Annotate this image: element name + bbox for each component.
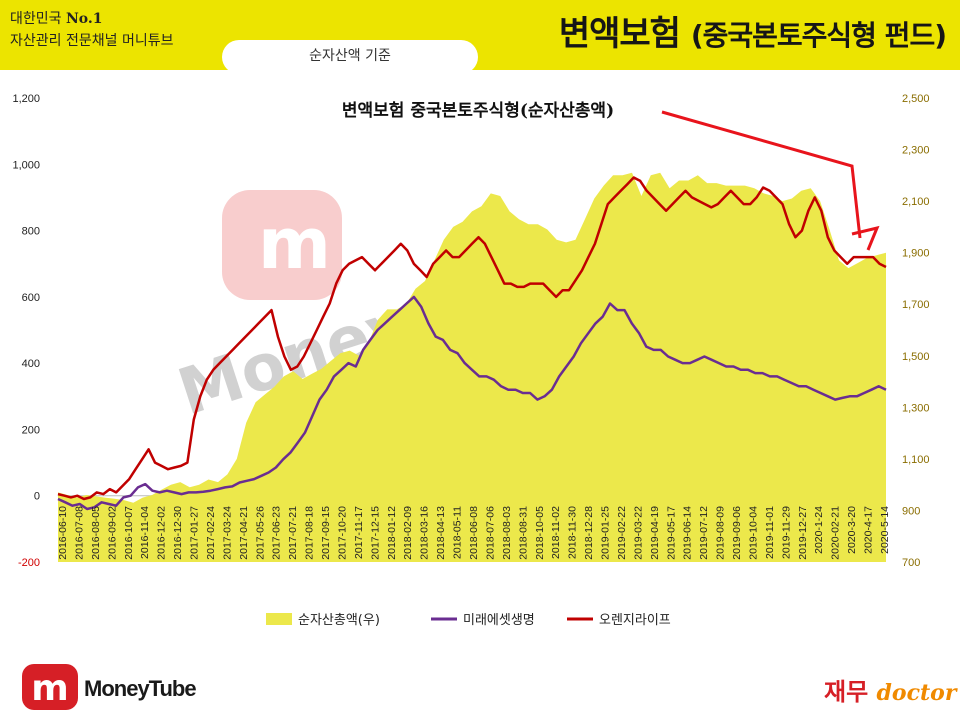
x-tick-label: 2019-11-01 xyxy=(764,506,776,559)
header-band xyxy=(0,0,960,70)
left-tick-label: 0 xyxy=(34,491,40,503)
x-tick-label: 2019-01-25 xyxy=(600,506,612,560)
x-tick-label: 2018-12-28 xyxy=(583,506,595,560)
legend-area-label: 순자산총액(우) xyxy=(298,613,380,628)
x-tick-label: 2016-08-05 xyxy=(90,506,102,560)
x-tick-label: 2019-03-22 xyxy=(632,506,644,560)
x-tick-label: 2016-09-02 xyxy=(106,506,118,560)
x-tick-label: 2018-07-06 xyxy=(484,506,496,560)
x-tick-label: 2017-04-21 xyxy=(238,506,250,560)
x-tick-label: 2017-10-20 xyxy=(337,506,349,560)
x-tick-label: 2018-08-03 xyxy=(501,506,513,560)
x-tick-label: 2017-06-23 xyxy=(271,506,283,560)
x-tick-label: 2019-04-19 xyxy=(649,506,661,560)
x-tick-label: 2018-04-13 xyxy=(435,506,447,560)
left-tick-label: 400 xyxy=(22,358,40,370)
left-tick-label: -200 xyxy=(18,557,40,569)
left-tick-label: 600 xyxy=(22,292,40,304)
x-tick-label: 2017-01-27 xyxy=(189,506,201,560)
basis-label: 순자산액 기준 xyxy=(222,40,478,74)
chart-title: 변액보험 중국본토주식형(순자산총액) xyxy=(342,100,614,121)
x-tick-label: 2019-05-17 xyxy=(665,506,677,560)
x-tick-label: 2018-06-08 xyxy=(468,506,480,560)
svg-text:m: m xyxy=(258,203,331,285)
right-tick-label: 2,100 xyxy=(902,196,930,208)
x-tick-label: 2018-03-16 xyxy=(419,506,431,560)
x-tick-label: 2019-11-29 xyxy=(780,506,792,559)
svg-text:m: m xyxy=(31,668,69,709)
legend: 순자산총액(우) 미래에셋생명 오렌지라이프 xyxy=(266,613,671,628)
x-tick-label: 2017-02-24 xyxy=(205,506,217,560)
series-line-orange xyxy=(57,176,887,501)
x-tick-label: 2020-3-20 xyxy=(846,506,858,554)
legend-area-swatch xyxy=(266,613,292,625)
x-tick-label: 2019-06-14 xyxy=(682,506,694,560)
left-tick-label: 800 xyxy=(22,226,40,238)
x-tick-label: 2017-09-15 xyxy=(320,506,332,560)
x-tick-label: 2016-07-08 xyxy=(73,506,85,560)
x-tick-label: 2018-01-12 xyxy=(386,506,398,560)
left-tick-label: 200 xyxy=(22,424,40,436)
right-tick-label: 1,900 xyxy=(902,248,930,260)
x-tick-label: 2019-08-09 xyxy=(715,506,727,560)
right-tick-label: 700 xyxy=(902,557,920,569)
page-title: 변액보험 (중국본토주식형 펀드) xyxy=(558,14,947,54)
trend-arrow xyxy=(661,110,880,251)
right-tick-label: 1,300 xyxy=(902,402,930,414)
legend-mirae-label: 미래에셋생명 xyxy=(463,613,535,628)
x-tick-label: 2018-11-02 xyxy=(550,506,562,559)
left-tick-label: 1,200 xyxy=(12,93,40,105)
x-tick-label: 2017-05-26 xyxy=(254,506,266,560)
series-line-mirae xyxy=(57,295,887,511)
right-tick-label: 1,100 xyxy=(902,454,930,466)
x-tick-label: 2018-10-05 xyxy=(534,506,546,560)
right-tick-label: 2,500 xyxy=(902,93,930,105)
moneytube-logo: m xyxy=(22,664,78,714)
x-tick-label: 2016-10-07 xyxy=(123,506,135,560)
x-tick-label: 2018-05-11 xyxy=(452,506,464,559)
x-tick-label: 2016-12-02 xyxy=(156,506,168,560)
x-tick-label: 2018-11-30 xyxy=(567,506,579,559)
footer-brand: MoneyTube xyxy=(84,676,197,701)
x-tick-label: 2020-5-14 xyxy=(879,506,891,554)
legend-orange-label: 오렌지라이프 xyxy=(599,613,671,628)
x-axis: 2016-06-10 2016-07-08 2016-08-05 2016-09-02… xyxy=(57,506,891,560)
left-tick-label: 1,000 xyxy=(12,159,40,171)
chart: m Money Tube -20002004006008001,0001,200… xyxy=(12,93,930,628)
x-tick-label: 2017-03-24 xyxy=(221,506,233,560)
brand-tagline: 대한민국 No.1 xyxy=(10,11,103,27)
x-tick-label: 2018-02-09 xyxy=(402,506,414,560)
series-area-net-assets xyxy=(58,172,886,563)
x-tick-label: 2017-12-15 xyxy=(369,506,381,560)
right-tick-label: 900 xyxy=(902,505,920,517)
x-tick-label: 2020-1-24 xyxy=(813,506,825,554)
left-axis: -200 0 200 400 600 800 1,000 1,200 xyxy=(12,93,40,569)
x-tick-label: 2019-09-06 xyxy=(731,506,743,560)
right-tick-label: 1,500 xyxy=(902,351,930,363)
right-tick-label: 2,300 xyxy=(902,145,930,157)
x-tick-label: 2017-11-17 xyxy=(353,506,365,559)
x-tick-label: 2019-10-04 xyxy=(748,506,760,560)
x-tick-label: 2020-4-17 xyxy=(863,506,875,554)
x-tick-label: 2019-07-12 xyxy=(698,506,710,560)
area-layer xyxy=(58,172,886,563)
jaemu-doctor-logo: 재무 doctor xyxy=(824,678,957,706)
x-tick-label: 2017-07-21 xyxy=(287,506,299,560)
x-tick-label: 2020-02-21 xyxy=(830,506,842,560)
right-axis: 700 900 1,100 1,300 1,500 1,700 1,900 2,100 2,30… xyxy=(902,93,930,569)
x-tick-label: 2019-12-27 xyxy=(797,506,809,560)
x-tick-label: 2016-11-04 xyxy=(139,506,151,559)
lines-layer xyxy=(57,176,887,511)
x-tick-label: 2016-12-30 xyxy=(172,506,184,560)
x-tick-label: 2016-06-10 xyxy=(57,506,69,560)
x-tick-label: 2018-08-31 xyxy=(517,506,529,560)
x-tick-label: 2019-02-22 xyxy=(616,506,628,560)
watermark-m-logo xyxy=(222,190,342,300)
x-tick-label: 2017-08-18 xyxy=(304,506,316,560)
right-tick-label: 1,700 xyxy=(902,299,930,311)
brand-channel: 자산관리 전문채널 머니튜브 xyxy=(10,33,174,49)
